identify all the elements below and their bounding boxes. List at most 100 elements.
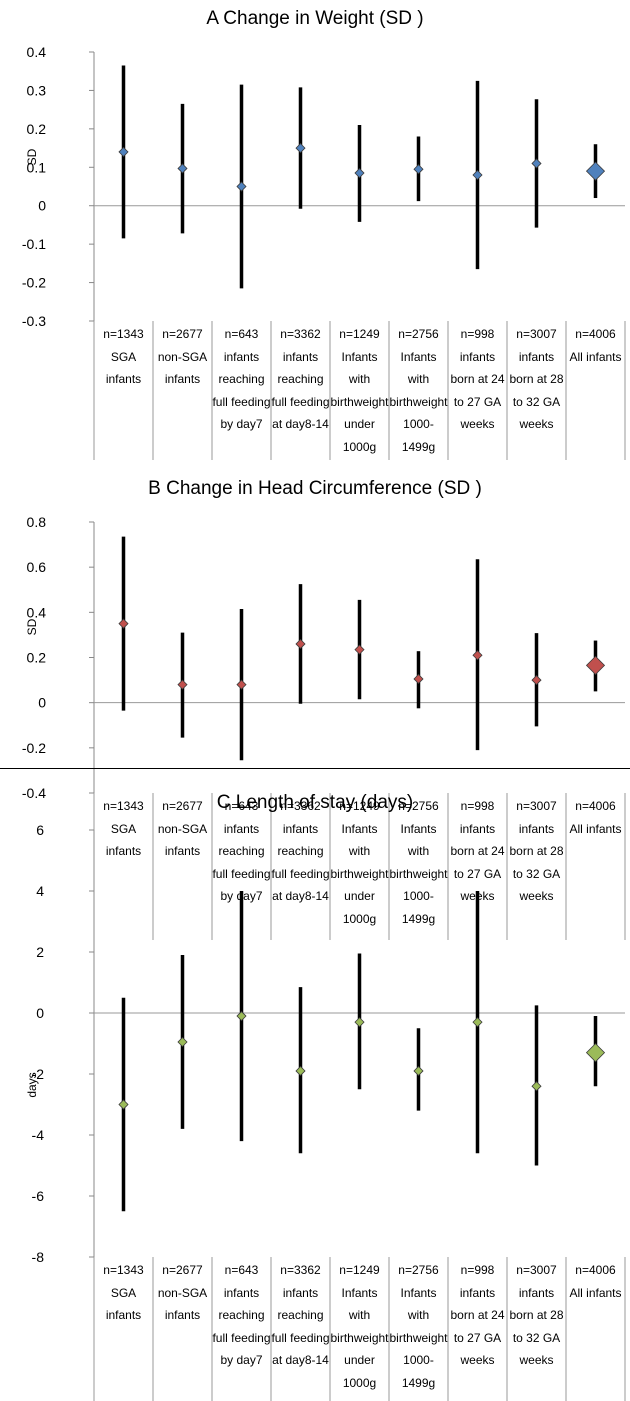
data-point-marker bbox=[118, 618, 129, 629]
category-label-line: n=998 bbox=[460, 1263, 495, 1277]
category-label-line: SGA bbox=[110, 821, 137, 836]
category-label-line: n=643 bbox=[224, 799, 259, 813]
data-point-marker bbox=[413, 673, 424, 685]
data-point-marker bbox=[531, 158, 542, 169]
category-label-line: under bbox=[344, 417, 375, 431]
category-label-line: 1000g bbox=[342, 1375, 377, 1390]
category-label: n=1343 SGA infants bbox=[94, 323, 153, 391]
chart-plot: 6 4 2 0 -2 -4 -6 -8 days bbox=[25, 822, 626, 1401]
data-point-marker bbox=[413, 164, 424, 175]
y-tick-label: 0.4 bbox=[27, 44, 47, 60]
category-label-line: to 27 GA bbox=[453, 394, 502, 409]
data-point-marker bbox=[295, 638, 306, 650]
category-label-line: n=2756 bbox=[398, 327, 439, 341]
y-tick-label: 0 bbox=[36, 1005, 44, 1021]
y-tick-label: 6 bbox=[36, 822, 44, 838]
data-point-marker bbox=[236, 1010, 247, 1022]
data-point-marker bbox=[177, 679, 188, 690]
category-label-line: reaching bbox=[218, 844, 265, 858]
category-label: n=1249 Infants with birthweight under 1000g bbox=[330, 795, 389, 930]
category-label-line: n=4006 bbox=[575, 327, 616, 341]
category-label-line: 1499g bbox=[401, 1375, 436, 1390]
y-tick-label: 0.2 bbox=[27, 650, 47, 666]
category-label-line: n=2677 bbox=[162, 799, 203, 813]
category-label: n=2677 non-SGA infants bbox=[153, 795, 212, 863]
category-label-line: to 32 GA bbox=[512, 1330, 561, 1345]
category-label-line: n=3007 bbox=[516, 327, 557, 341]
category-label-line: born at 28 bbox=[509, 372, 564, 386]
data-point-marker bbox=[585, 161, 606, 181]
category-label-line: non-SGA bbox=[157, 349, 208, 364]
data-point-marker bbox=[354, 167, 365, 179]
panel-weight: A Change in Weight (SD ) 0.4 0.3 0.2 0.1 0 -0… bbox=[0, 0, 630, 470]
data-point-marker bbox=[585, 1043, 606, 1063]
category-label: n=3007 infants born at 28 to 32 GA weeks bbox=[507, 795, 566, 908]
category-label: n=1249 Infants with birthweight under 1000g bbox=[330, 1259, 389, 1394]
category-label: n=2677 non-SGA infants bbox=[153, 1259, 212, 1327]
category-label-line: Infants bbox=[400, 349, 437, 364]
category-label-line: 1499g bbox=[401, 911, 436, 926]
panel-head-circumference: B Change in Head Circumference (SD ) 0.8… bbox=[0, 470, 630, 940]
category-label-line: n=3362 bbox=[280, 799, 321, 813]
category-label-line: at day8-14 bbox=[272, 889, 329, 903]
data-point-marker bbox=[585, 655, 606, 675]
category-label-line: reaching bbox=[277, 1308, 324, 1322]
chart-title: B Change in Head Circumference (SD ) bbox=[148, 478, 482, 499]
y-tick-label: 0 bbox=[38, 695, 46, 711]
y-tick-label: -0.1 bbox=[22, 236, 46, 252]
category-label-line: with bbox=[348, 844, 371, 858]
category-label-line: n=1249 bbox=[339, 1263, 380, 1277]
data-point-marker bbox=[177, 163, 188, 174]
data-point-marker bbox=[354, 644, 365, 655]
y-axis-label: SD bbox=[25, 148, 39, 165]
category-label: n=1249 Infants with birthweight under 1000g bbox=[330, 323, 389, 458]
category-label-line: to 27 GA bbox=[453, 866, 502, 881]
category-label-line: SGA bbox=[110, 1285, 137, 1300]
category-label-line: birthweight bbox=[330, 1330, 389, 1345]
y-tick-label: 0.8 bbox=[27, 514, 47, 530]
category-label-line: weeks bbox=[460, 1353, 495, 1367]
category-label-line: full feeding bbox=[212, 394, 271, 409]
category-label-line: n=4006 bbox=[575, 799, 616, 813]
data-point-marker bbox=[295, 143, 306, 154]
category-label: n=4006 All infants bbox=[566, 795, 625, 840]
category-label-line: reaching bbox=[218, 372, 265, 386]
category-label-line: infants bbox=[518, 349, 555, 364]
category-label-line: non-SGA bbox=[157, 821, 208, 836]
category-label-line: infants bbox=[105, 372, 142, 386]
category-label-line: full feeding bbox=[271, 394, 330, 409]
category-label-line: 1000- bbox=[403, 1353, 434, 1367]
category-label-line: under bbox=[344, 889, 375, 903]
chart-title: A Change in Weight (SD ) bbox=[206, 8, 424, 29]
category-label-line: by day7 bbox=[220, 1353, 263, 1367]
category-label-line: birthweight bbox=[389, 1330, 448, 1345]
category-label: n=3362 infants reaching full feeding at day8… bbox=[271, 1259, 330, 1372]
category-label-line: infants bbox=[518, 1285, 555, 1300]
category-label-line: n=3362 bbox=[280, 327, 321, 341]
y-tick-label: -0.2 bbox=[22, 275, 46, 291]
category-label-line: full feeding bbox=[212, 866, 271, 881]
category-label-line: 1000- bbox=[403, 889, 434, 903]
category-label-line: n=2677 bbox=[162, 327, 203, 341]
category-label-line: Infants bbox=[400, 1285, 437, 1300]
category-label-line: n=1249 bbox=[339, 799, 380, 813]
data-point-marker bbox=[118, 146, 129, 157]
category-label: n=2756 Infants with birthweight 1000- 1499g bbox=[389, 1259, 448, 1394]
category-label-line: infants bbox=[164, 372, 201, 386]
category-label: n=643 infants reaching full feeding by day7 bbox=[212, 323, 271, 436]
category-label-line: infants bbox=[518, 821, 555, 836]
data-point-marker bbox=[413, 1065, 424, 1077]
category-label-line: n=2756 bbox=[398, 799, 439, 813]
category-label-line: infants bbox=[459, 1285, 496, 1300]
category-label-line: birthweight bbox=[389, 394, 448, 409]
category-label-line: n=1343 bbox=[103, 1263, 144, 1277]
category-label-line: weeks bbox=[519, 889, 554, 903]
category-label-line: birthweight bbox=[389, 866, 448, 881]
data-point-marker bbox=[295, 1065, 306, 1077]
category-label-line: All infants bbox=[569, 821, 622, 836]
category-label: n=998 infants born at 24 to 27 GA weeks bbox=[448, 323, 507, 436]
category-label-line: All infants bbox=[569, 349, 622, 364]
y-tick-label: -4 bbox=[32, 1127, 45, 1143]
category-label-line: n=4006 bbox=[575, 1263, 616, 1277]
category-label-line: full feeding bbox=[212, 1330, 271, 1345]
